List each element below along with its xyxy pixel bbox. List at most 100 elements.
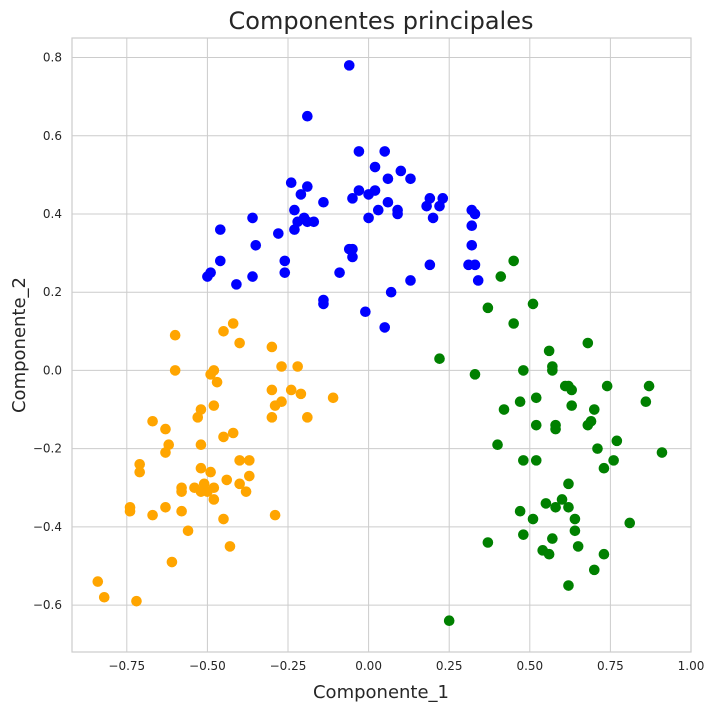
data-point [160,501,171,513]
data-point [530,392,542,404]
data-point [640,396,652,408]
y-tick-label: 0.4 [43,207,62,221]
data-point [347,193,358,204]
data-point [598,462,610,474]
data-point [176,486,187,497]
x-tick-label: 0.75 [597,659,624,673]
data-point [508,255,519,267]
series-1 [92,318,339,607]
data-point [569,513,581,525]
data-point [215,255,226,267]
data-point [543,548,555,560]
data-point [382,196,394,208]
data-point [518,455,529,466]
data-point [92,576,104,587]
data-point [588,564,600,576]
data-point [405,173,416,185]
x-axis-label: Componente_1 [313,682,449,703]
data-point [192,412,204,423]
data-point [550,501,561,513]
data-point [302,181,313,192]
data-point [518,529,529,540]
data-point [466,220,478,232]
data-point [385,286,397,298]
data-point [434,353,445,364]
series-2 [434,255,668,627]
data-point [569,525,581,537]
y-tick-label: 0.8 [43,51,62,65]
data-point [244,455,255,466]
data-point [495,271,507,282]
data-point [347,251,358,263]
data-point [469,208,481,220]
data-point [527,513,539,525]
data-point [514,505,526,517]
data-point [221,474,233,486]
data-point [244,470,255,482]
data-point [601,380,613,392]
data-point [285,177,297,189]
y-tick-label: 0.6 [43,129,62,143]
data-point [279,267,291,278]
data-point [527,298,539,310]
data-point [353,185,365,196]
data-point [279,255,291,267]
data-point [285,384,297,396]
data-point [518,365,529,376]
data-point [427,212,439,224]
data-point [302,110,313,122]
data-point [498,404,510,415]
data-point [472,275,484,286]
data-point [247,271,258,282]
x-tick-label: 1.00 [678,659,705,673]
data-point [379,322,391,333]
data-point [514,396,526,408]
data-point [343,60,355,71]
data-point [240,486,252,497]
data-point [273,228,284,239]
data-point [195,439,207,451]
y-axis-label: Componente_2 [9,277,30,413]
data-point [379,146,391,157]
data-point [182,525,194,537]
data-point [266,412,278,423]
x-tick-label: −0.25 [270,659,307,673]
data-point [508,318,519,329]
data-point [572,541,584,552]
x-tick-label: −0.50 [189,659,226,673]
data-point [372,204,384,216]
data-point [492,439,503,451]
data-point [466,239,478,251]
data-point [218,431,229,443]
data-point [482,302,494,314]
data-point [382,173,394,185]
data-point [208,400,220,411]
data-point [160,447,171,458]
data-point [218,513,229,525]
data-point [234,337,245,349]
data-point [550,423,561,435]
data-point [247,212,258,224]
data-point [327,392,339,404]
data-point [598,548,610,560]
data-point [134,458,146,470]
gridlines [72,38,692,652]
data-point [334,267,345,278]
data-point [363,212,374,224]
data-point [227,318,239,329]
data-point [360,306,371,318]
data-point [353,146,365,157]
plot-frame [71,37,692,653]
x-tick-label: −0.75 [108,659,145,673]
x-tick-labels: −0.75 −0.50 −0.25 0.00 0.25 0.50 0.75 1.00 [108,659,704,673]
data-point [395,165,407,177]
data-point [224,541,236,552]
data-point [421,200,432,212]
data-point [434,200,445,212]
data-point [295,388,307,400]
data-point [218,326,229,337]
data-point [566,384,578,396]
y-tick-label: −0.6 [33,598,62,612]
data-point [211,376,223,388]
